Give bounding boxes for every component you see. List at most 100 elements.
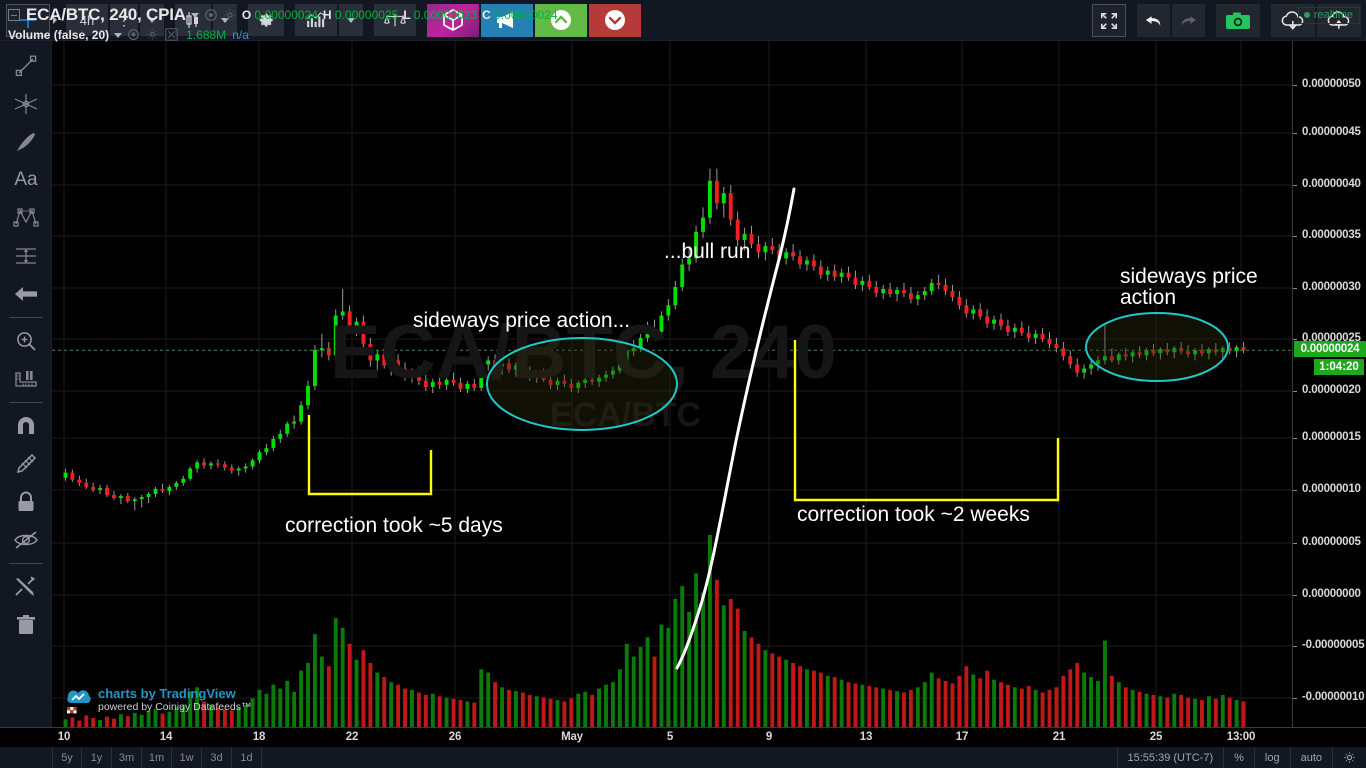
sidebar-item-drawing-mode[interactable] [0,445,52,483]
text-aa-icon: Aa [14,169,38,190]
legend-symbol-row: ECA/BTC, 240, CPIA O 0.00000024 H 0.0000… [8,4,558,26]
sidebar-item-object-tree[interactable] [0,568,52,606]
price-axis[interactable]: 0.00000050 0.00000045 0.00000040 0.00000035… [1292,41,1366,727]
price-axis-label: 0.00000005 [1302,536,1361,548]
marketplace-button[interactable] [427,3,479,37]
magnet-icon [18,417,34,434]
gear-icon [259,13,273,27]
buy-button[interactable] [535,3,587,37]
long-short-position-icon [16,248,36,264]
sidebar-item-remove[interactable] [0,606,52,644]
sidebar-item-hide-drawings[interactable] [0,521,52,559]
chart-settings-button[interactable] [248,4,284,36]
pencils-icon [16,453,37,474]
close-x-icon[interactable] [165,28,179,42]
time-axis-label: 9 [765,731,773,743]
redo-arrow-icon [1181,15,1197,26]
branding-line-2: powered by Coinigy Datafeeds™ [98,701,252,713]
xabcd-pattern-icon [13,208,39,227]
chart-properties-button[interactable] [1332,747,1366,768]
volume-dropdown-icon[interactable] [114,32,123,38]
indicators-button[interactable] [295,4,337,36]
sidebar-item-lock[interactable] [0,483,52,521]
crosshair-icon [20,12,36,28]
gear-icon[interactable] [223,8,237,22]
load-layout-button[interactable] [1271,4,1315,37]
sidebar-item-text[interactable]: Aa [0,161,52,199]
coinigy-checker-logo-icon [67,707,77,714]
interval-label: 4h [79,12,95,28]
ohlc-high: H 0.00000025 [322,8,399,22]
save-layout-button[interactable] [1317,4,1361,37]
sidebar-item-trend-line[interactable] [0,47,52,85]
sidebar-item-brush[interactable] [0,123,52,161]
auto-scale-button[interactable]: auto [1289,747,1332,768]
interval-dropdown-button[interactable] [140,4,164,36]
date-range-button-1m[interactable]: 1m [142,747,172,768]
undo-arrow-icon [1145,15,1161,26]
percent-scale-button[interactable]: % [1223,747,1254,768]
gear-icon[interactable] [146,28,160,42]
log-scale-button[interactable]: log [1253,747,1290,768]
sidebar-item-arrow[interactable] [0,275,52,313]
date-range-button-5y[interactable]: 5y [52,747,82,768]
trend-line-icon [15,55,37,77]
price-axis-label: 0.00000015 [1302,431,1361,443]
chevron-down-circle-icon [605,10,625,30]
chevron-down-icon [347,17,355,23]
lock-icon [18,491,34,511]
chevron-down-icon [148,17,156,23]
sidebar-item-position[interactable] [0,237,52,275]
chart-style-dropdown-button[interactable] [213,4,237,36]
date-range-button-1d[interactable]: 1d [232,747,262,768]
sell-button[interactable] [589,3,641,37]
time-axis[interactable]: 10 14 18 22 26 May 5 9 13 17 21 25 13:00 [0,727,1366,747]
screenshot-button[interactable] [1216,4,1260,37]
fullscreen-icon [1100,12,1118,29]
collapse-pane-icon[interactable] [8,9,20,21]
chart-canvas-area[interactable]: ECA/BTC, 240 ECA/BTC charts by T [52,41,1292,727]
date-range-button-3d[interactable]: 3d [202,747,232,768]
status-dot-icon [1303,12,1310,18]
price-axis-label: 0.00000040 [1302,178,1361,190]
sidebar-item-pattern[interactable] [0,199,52,237]
price-axis-tick [1293,236,1297,237]
indicators-dropdown-button[interactable] [339,4,363,36]
sidebar-item-ruler[interactable] [0,360,52,398]
ohlc-low: L 0.00000023 [403,8,478,22]
price-axis-tick [1293,595,1297,596]
compare-button[interactable] [374,4,416,36]
price-axis-label: 0.00000020 [1302,384,1361,396]
branding-line-1: charts by TradingView [98,686,236,701]
sidebar-item-pitchfork[interactable] [0,85,52,123]
time-axis-label: 17 [955,731,969,743]
time-axis-label: 25 [1149,731,1163,743]
magnifier-plus-icon [17,332,36,351]
sidebar-item-zoom[interactable] [0,322,52,360]
interval-button[interactable]: 4h [66,4,108,36]
current-price-badge: 0.00000024 [1294,341,1366,357]
date-range-button-1w[interactable]: 1w [172,747,202,768]
sidebar-item-magnet[interactable] [0,407,52,445]
clock-label[interactable]: 15:55:39 (UTC-7) [1116,747,1224,768]
alerts-button[interactable] [481,3,533,37]
eye-icon[interactable] [204,8,218,22]
price-axis-label: 0.00000045 [1302,126,1361,138]
price-axis-tick [1293,490,1297,491]
undo-button[interactable] [1137,4,1170,37]
compare-scales-icon [384,13,406,27]
redo-button[interactable] [1172,4,1205,37]
toolbar-divider [9,402,43,403]
left-drawing-toolbar: Aa [0,41,52,768]
fullscreen-button[interactable] [1092,4,1126,37]
date-range-button-3m[interactable]: 3m [112,747,142,768]
camera-icon [1226,12,1250,29]
symbol-title[interactable]: ECA/BTC, 240, CPIA [26,5,186,24]
interval-more-button[interactable]: ⋮ [110,4,138,36]
date-range-button-1y[interactable]: 1y [82,747,112,768]
trash-icon [17,615,35,634]
symbol-dropdown-icon[interactable] [190,12,199,18]
volume-study-title[interactable]: Volume (false, 20) [8,28,110,42]
bar-countdown-badge: 1:04:20 [1314,359,1364,375]
eye-icon[interactable] [127,28,141,42]
